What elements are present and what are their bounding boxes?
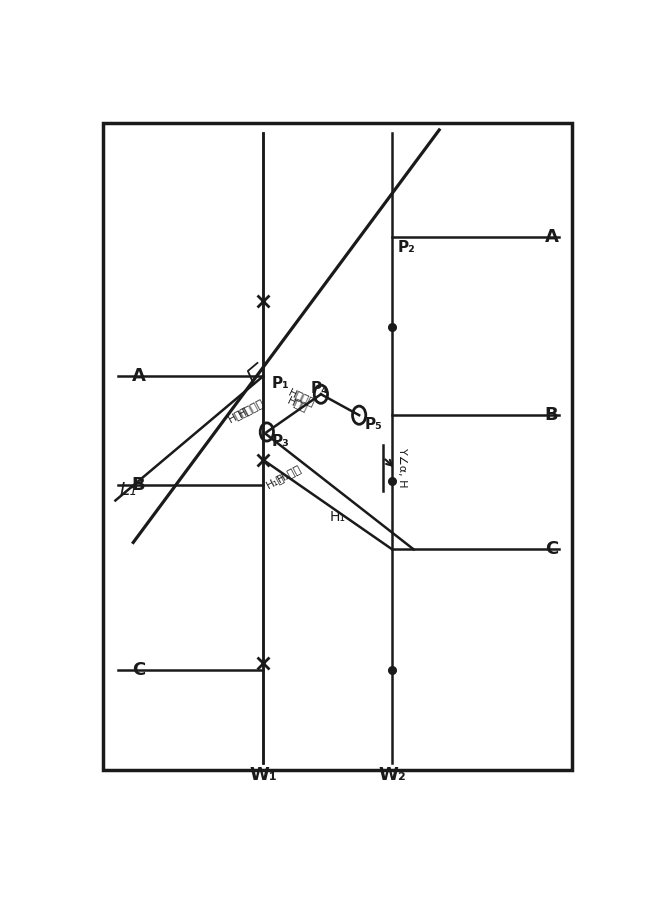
Text: H走实际: H走实际	[236, 397, 265, 419]
Text: H₁图: H₁图	[264, 472, 286, 490]
Text: P₁: P₁	[272, 376, 290, 391]
Text: Y∠α, H: Y∠α, H	[397, 448, 407, 488]
Text: P₃: P₃	[272, 433, 290, 449]
Text: W₁: W₁	[249, 765, 277, 784]
Text: P₂: P₂	[397, 240, 415, 255]
Text: B: B	[132, 476, 145, 494]
Text: W₂: W₂	[378, 765, 406, 784]
Text: C: C	[132, 661, 145, 678]
Text: P₅: P₅	[365, 418, 382, 432]
Text: H平实际: H平实际	[287, 387, 316, 408]
Text: H₁实际: H₁实际	[275, 463, 303, 485]
Text: B: B	[545, 406, 558, 424]
Text: H平图: H平图	[286, 395, 309, 413]
Text: L₁: L₁	[120, 481, 137, 499]
Text: P₄: P₄	[311, 381, 328, 396]
Text: A: A	[544, 228, 559, 246]
Text: A: A	[132, 367, 145, 385]
Text: H₁: H₁	[329, 510, 345, 524]
Text: H走图: H走图	[226, 405, 249, 424]
Text: C: C	[545, 540, 558, 558]
